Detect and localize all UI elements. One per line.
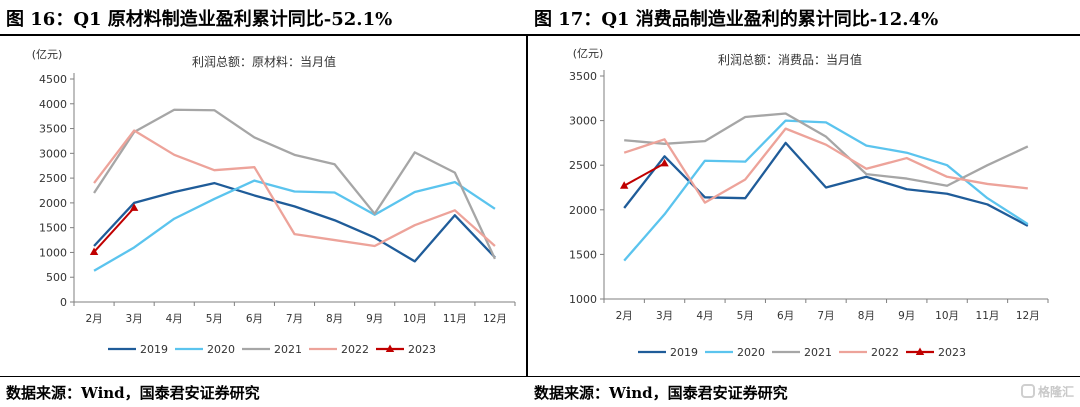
y-tick-label: 3000 [39,147,67,160]
y-tick-label: 3500 [39,123,67,136]
series-line-2023 [623,162,666,187]
legend-label-2022: 2022 [341,343,369,356]
watermark-logo-icon [1020,384,1035,398]
x-tick-label: 7月 [286,313,303,325]
consumer-goods-profit-chart: 利润总额：消费品：当月值 (亿元) 1000 1500 2000 2500 3000 3500… [569,47,1049,359]
series-line-2019 [93,181,496,263]
figure-title: 图 16：Q1 原材料制造业盈利累计同比-52.1% [6,9,393,30]
series-line-2019 [623,141,1029,227]
figure-17-panel: 图 17：Q1 消费品制造业盈利的累计同比-12.4% 利润总额：消费品：当月值… [528,0,1080,407]
y-tick-label: 3500 [569,70,597,83]
series-line-2020 [623,119,1029,262]
y-tick-label: 1000 [569,293,597,306]
y-tick-label: 0 [60,296,67,309]
y-tick-label: 1000 [39,246,67,259]
top-rule [528,34,1080,36]
x-tick-label: 3月 [126,313,143,325]
x-tick-label: 11月 [443,313,467,325]
x-tick-label: 4月 [696,310,713,322]
series-line-2021 [624,112,1029,187]
y-axis-unit-label: (亿元) [573,47,604,60]
data-source: 数据来源：Wind，国泰君安证券研究 [6,384,260,402]
figure-16-panel: 图 16：Q1 原材料制造业盈利累计同比-52.1% 利润总额：原材料：当月值 (… [0,0,527,407]
figure-title: 图 17：Q1 消费品制造业盈利的累计同比-12.4% [534,9,939,30]
y-tick-label: 1500 [569,248,597,261]
series-line-2022 [93,129,496,248]
x-tick-label: 7月 [817,310,834,322]
legend-label-2020: 2020 [737,346,765,359]
x-tick-label: 12月 [483,313,507,325]
x-tick-label: 6月 [777,310,794,322]
x-tick-label: 4月 [166,313,183,325]
y-tick-label: 2000 [39,197,67,210]
y-tick-label: 4500 [39,73,67,86]
series-marker-2023 [129,203,139,211]
legend-label-2023: 2023 [938,346,966,359]
x-tick-label: 2月 [616,310,633,322]
raw-materials-profit-chart: 利润总额：原材料：当月值 (亿元) 0 500 1000 1500 2000 2500 3000… [32,48,516,356]
series-marker-2023 [619,181,629,189]
x-tick-label: 5月 [206,313,223,325]
y-tick-label: 500 [46,271,67,284]
series-line-2023 [93,207,135,253]
legend-label-2023: 2023 [408,343,436,356]
x-tick-label: 2月 [85,313,102,325]
legend-label-2021: 2021 [274,343,302,356]
y-axis-unit-label: (亿元) [32,48,63,61]
x-tick-label: 9月 [898,310,915,322]
x-tick-label: 5月 [737,310,754,322]
y-tick-label: 2500 [39,172,67,185]
x-tick-label: 8月 [858,310,875,322]
legend-label-2019: 2019 [140,343,168,356]
legend-label-2019: 2019 [670,346,698,359]
top-rule [0,34,527,36]
bottom-rule [0,376,527,377]
watermark-text: 格隆汇 [1037,384,1074,399]
x-tick-label: 9月 [366,313,383,325]
y-tick-label: 3000 [569,115,597,128]
legend-label-2020: 2020 [207,343,235,356]
y-tick-label: 4000 [39,98,67,111]
y-tick-label: 1500 [39,222,67,235]
bottom-rule [528,376,1080,377]
y-tick-label: 2000 [569,204,597,217]
legend-marker-2023 [385,344,395,352]
x-tick-label: 12月 [1016,310,1040,322]
x-tick-label: 10月 [403,313,427,325]
legend-label-2021: 2021 [804,346,832,359]
legend-label-2022: 2022 [871,346,899,359]
x-tick-label: 8月 [326,313,343,325]
series-marker-2023 [89,247,99,255]
x-tick-label: 11月 [976,310,1000,322]
x-tick-label: 10月 [935,310,959,322]
series-marker-2023 [660,158,669,167]
chart-title: 利润总额：原材料：当月值 [192,54,336,69]
x-tick-label: 6月 [246,313,263,325]
series-line-2021 [93,108,496,260]
legend-marker-2023 [915,347,925,355]
chart-title: 利润总额：消费品：当月值 [718,52,862,67]
series-line-2020 [93,179,496,272]
series-line-2022 [623,127,1028,204]
y-tick-label: 2500 [569,159,597,172]
data-source: 数据来源：Wind，国泰君安证券研究 [534,384,788,402]
x-tick-label: 3月 [656,310,673,322]
panel-divider [526,34,528,377]
watermark: 格隆汇 [998,379,1074,403]
